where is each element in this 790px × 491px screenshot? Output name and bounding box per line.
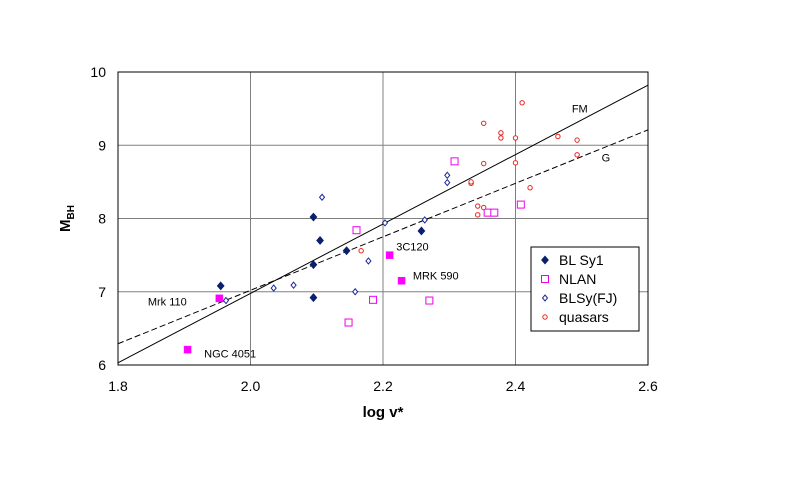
y-axis-label-main: M — [57, 219, 74, 232]
annotation: NGC 4051 — [204, 348, 256, 360]
point-nlan — [344, 318, 353, 327]
point-nlan — [516, 200, 525, 209]
point-quasars — [519, 100, 525, 106]
y-axis-label: MBH — [57, 205, 77, 232]
point-highlighted — [183, 345, 192, 354]
x-tick-label: 2.2 — [373, 378, 393, 394]
point-bl-sy1 — [216, 281, 225, 291]
point-quasars — [498, 130, 504, 136]
point-blsy-fj — [270, 284, 277, 292]
fit-line-g — [117, 129, 649, 345]
point-blsy-fj — [222, 296, 230, 305]
point-quasars — [358, 248, 364, 254]
x-tick-label: 2.6 — [638, 378, 658, 394]
legend-marker — [542, 314, 548, 320]
y-tick-label: 7 — [98, 284, 106, 300]
point-quasars — [574, 152, 580, 158]
point-bl-sy1 — [309, 293, 318, 303]
point-blsy-fj — [444, 178, 451, 187]
x-axis-label: log v* — [363, 404, 404, 421]
point-quasars — [468, 179, 474, 185]
point-quasars — [527, 185, 533, 191]
point-nlan — [369, 295, 378, 304]
legend-label: NLAN — [559, 271, 596, 287]
point-blsy-fj — [290, 281, 297, 289]
point-quasars — [555, 133, 561, 140]
x-tick-label: 2.0 — [241, 378, 261, 394]
annotation: FM — [572, 104, 588, 116]
point-bl-sy1 — [316, 236, 324, 245]
x-tick-label: 2.4 — [506, 378, 526, 394]
point-quasars — [512, 135, 519, 141]
plot-frame — [117, 71, 649, 366]
legend-label: BL Sy1 — [559, 252, 604, 268]
annotation: 3C120 — [396, 241, 428, 253]
point-blsy-fj — [352, 287, 359, 296]
legend-marker — [541, 275, 549, 283]
annotations: Mrk 110 NGC 4051 3C120 MRK 590 FM G — [148, 104, 610, 361]
point-quasars — [512, 160, 519, 166]
annotation: MRK 590 — [413, 271, 459, 283]
legend-label: quasars — [559, 309, 609, 325]
point-blsy-fj — [444, 171, 451, 180]
point-bl-sy1 — [417, 226, 426, 236]
point-nlan — [490, 208, 499, 217]
point-quasars — [574, 137, 580, 143]
point-blsy-fj — [381, 219, 389, 227]
point-bl-sy1 — [309, 260, 318, 270]
point-quasars — [481, 120, 487, 126]
point-blsy-fj — [318, 193, 326, 202]
point-quasars — [498, 135, 504, 141]
y-axis-label-sub: BH — [66, 205, 77, 219]
point-nlan — [483, 208, 492, 217]
x-tick-label: 1.8 — [108, 378, 128, 394]
point-quasars — [481, 160, 487, 167]
point-bl-sy1 — [342, 246, 351, 256]
point-quasars — [475, 203, 481, 209]
legend-marker — [541, 294, 549, 302]
annotation: Mrk 110 — [148, 296, 187, 308]
legend-marker — [541, 255, 549, 265]
point-blsy-fj — [365, 257, 372, 265]
point-nlan — [352, 226, 361, 235]
point-nlan — [425, 296, 434, 305]
tick-labels: 1.8 2.0 2.2 2.4 2.6 6 7 8 9 10 — [90, 64, 658, 394]
point-bl-sy1 — [309, 212, 318, 222]
y-tick-label: 8 — [98, 211, 106, 227]
point-blsy-fj — [421, 216, 428, 224]
data-points — [183, 100, 580, 354]
annotation: G — [602, 153, 611, 165]
y-tick-label: 10 — [90, 64, 106, 80]
point-quasars — [475, 212, 481, 218]
y-tick-label: 6 — [98, 357, 106, 373]
point-quasars — [481, 204, 487, 211]
point-highlighted — [385, 251, 394, 259]
legend-label: BLSy(FJ) — [559, 290, 617, 306]
legend-box — [530, 246, 640, 332]
point-nlan — [450, 157, 459, 166]
legend: BL Sy1 NLAN BLSy(FJ) quasars — [530, 246, 640, 332]
point-highlighted — [397, 277, 406, 285]
point-highlighted — [215, 294, 224, 303]
y-tick-label: 9 — [98, 137, 106, 153]
